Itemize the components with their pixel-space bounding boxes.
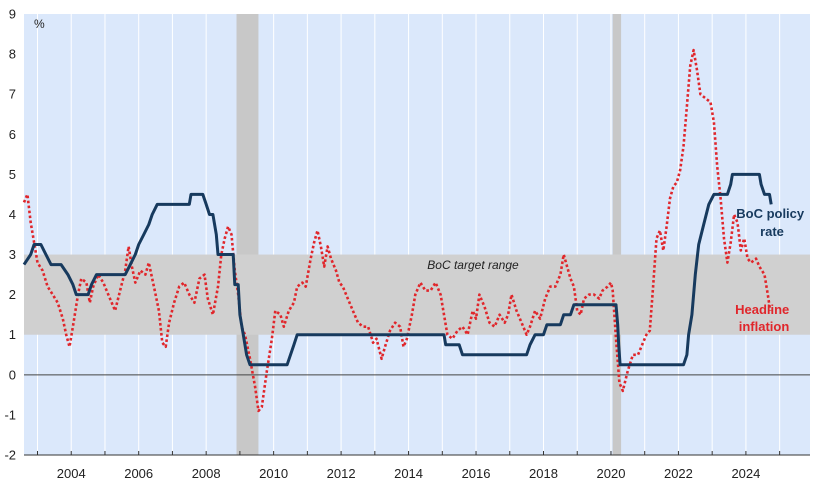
policy-rate-label-line1: BoC policy — [736, 206, 805, 221]
y-tick-label: 5 — [9, 167, 16, 182]
y-tick-label: 8 — [9, 47, 16, 62]
x-tick-label: 2020 — [597, 466, 626, 481]
x-tick-label: 2008 — [192, 466, 221, 481]
x-tick-label: 2024 — [731, 466, 760, 481]
y-tick-label: 0 — [9, 367, 16, 382]
y-tick-label: 6 — [9, 127, 16, 142]
x-tick-label: 2016 — [462, 466, 491, 481]
label-group: % BoC target range BoC policy rate Headl… — [34, 17, 808, 334]
y-tick-label: 7 — [9, 87, 16, 102]
x-tick-label: 2012 — [327, 466, 356, 481]
y-unit-label: % — [34, 17, 45, 31]
y-tick-label: 2 — [9, 287, 16, 302]
gridlines — [36, 14, 781, 455]
y-tick-label: 3 — [9, 247, 16, 262]
series-group — [22, 48, 773, 413]
x-tick-label: 2010 — [259, 466, 288, 481]
y-tick-label: 1 — [9, 327, 16, 342]
recession-band — [612, 14, 622, 455]
x-axis-labels: 2004 2006 2008 2010 2012 2014 2016 2018 2020 2022… — [57, 466, 761, 481]
recession-bands — [236, 14, 622, 455]
x-tick-label: 2006 — [124, 466, 153, 481]
y-tick-label: 9 — [9, 7, 16, 22]
y-tick-label: -2 — [4, 448, 16, 463]
policy-rate-label-line2: rate — [760, 224, 784, 239]
inflation-label: Headline inflation — [735, 302, 793, 334]
plot-background — [24, 14, 810, 455]
target-range-label: BoC target range — [427, 258, 519, 272]
recession-band — [236, 14, 259, 455]
inflation-label-line2: inflation — [739, 319, 790, 334]
x-tick-label: 2022 — [664, 466, 693, 481]
policy-rate-line — [22, 172, 773, 367]
policy-rate-label: BoC policy rate — [736, 206, 808, 239]
x-axis-ticks — [36, 451, 781, 455]
inflation-label-line1: Headline — [735, 302, 789, 317]
x-tick-label: 2018 — [529, 466, 558, 481]
y-tick-label: 4 — [9, 207, 16, 222]
y-axis-labels: -2 -1 0 1 2 3 4 5 6 7 8 9 — [4, 7, 16, 463]
x-tick-label: 2004 — [57, 466, 86, 481]
inflation-line — [22, 48, 772, 413]
x-tick-label: 2014 — [394, 466, 423, 481]
y-tick-label: -1 — [4, 407, 16, 422]
